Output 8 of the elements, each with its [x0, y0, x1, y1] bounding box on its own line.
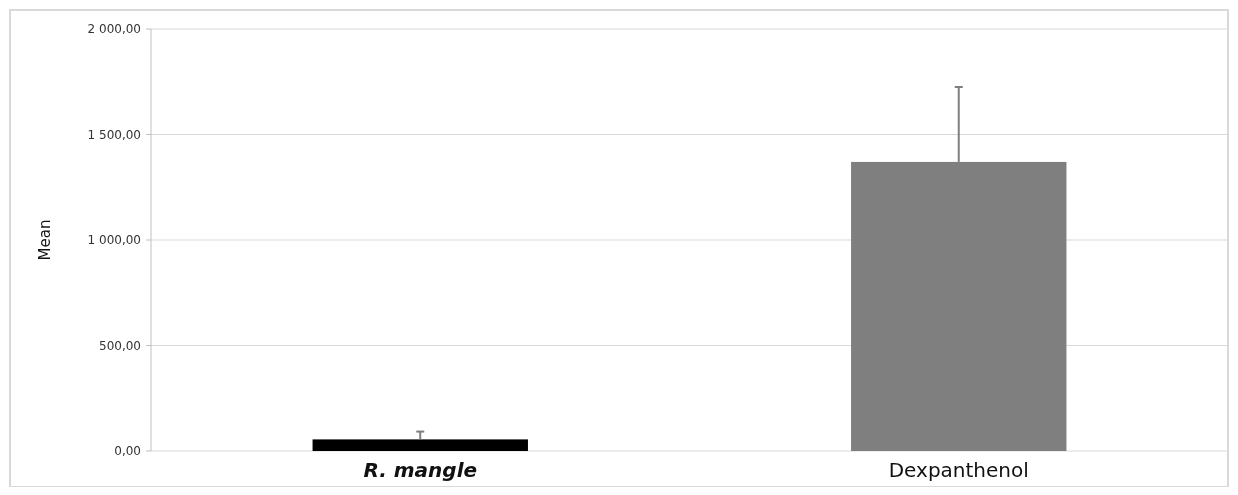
y-tick-label: 500,00 — [99, 338, 141, 353]
x-tick-label: Dexpanthenol — [888, 458, 1029, 482]
y-tick-label: 1 500,00 — [87, 127, 141, 142]
y-axis-title: Mean — [36, 219, 54, 261]
y-tick-label: 0,00 — [114, 444, 141, 459]
y-tick-label: 2 000,00 — [87, 22, 141, 37]
y-tick-label: 1 000,00 — [87, 233, 141, 248]
x-tick-label: R. mangle — [363, 458, 478, 482]
